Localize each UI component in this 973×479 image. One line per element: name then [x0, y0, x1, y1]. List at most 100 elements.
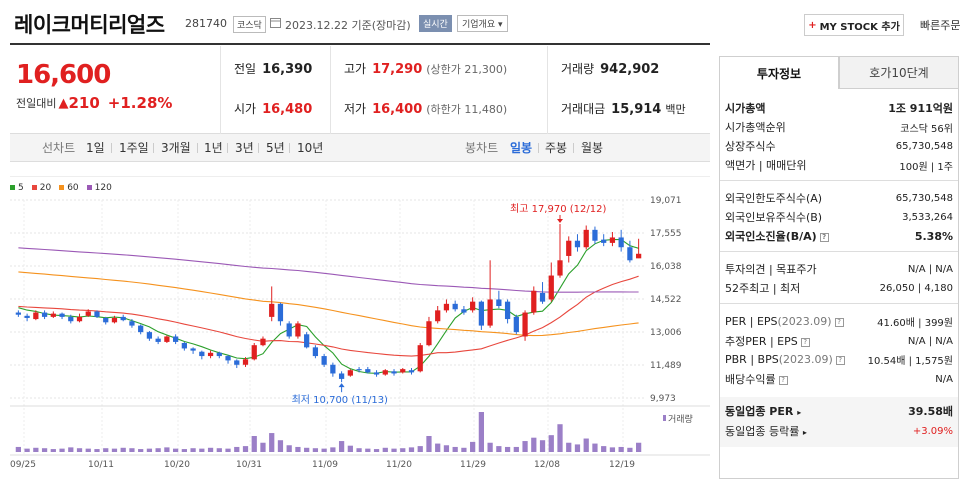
candle-body — [478, 301, 485, 326]
y-tick-label: 9,973 — [650, 394, 676, 404]
candle-monthly[interactable]: 월봉 — [581, 141, 604, 155]
info-row-dividend: 배당수익률? N/A — [725, 371, 953, 387]
period-3m[interactable]: 3개월 — [161, 141, 191, 155]
period-1w[interactable]: 1주일 — [119, 141, 149, 155]
divider — [720, 303, 958, 304]
eps-label: EPS — [756, 315, 778, 328]
info-value: 100원 | 1주 — [899, 161, 953, 173]
candle-body — [15, 312, 21, 315]
volume-bar — [94, 449, 100, 452]
lower-limit: (하한가 11,480) — [426, 103, 508, 116]
x-tick-label: 11/09 — [312, 460, 338, 470]
help-icon[interactable]: ? — [834, 317, 844, 327]
info-key: 외국인한도주식수(A) — [725, 192, 823, 205]
candle-body — [609, 237, 616, 243]
volume-label: 거래량 — [561, 62, 595, 76]
x-tick-label: 09/25 — [10, 460, 36, 470]
price-change: 전일대비 ▲ 210 +1.28% — [16, 94, 172, 112]
candle-body — [391, 371, 397, 374]
help-icon[interactable]: ? — [800, 337, 810, 347]
pbr-period: (2023.09) — [778, 353, 833, 366]
volume-bar — [347, 445, 353, 452]
volume-bar — [382, 447, 388, 452]
period-1y[interactable]: 1년 — [204, 141, 223, 155]
candle-body — [190, 348, 196, 351]
period-3y[interactable]: 3년 — [235, 141, 254, 155]
info-key: PER | EPS(2023.09)? — [725, 315, 844, 328]
volume-bar — [138, 449, 144, 452]
line-chart-label: 선차트 — [42, 141, 76, 155]
company-overview-button[interactable]: 기업개요 ▾ — [457, 15, 508, 32]
help-icon[interactable]: ? — [819, 232, 829, 242]
help-icon[interactable]: ? — [778, 375, 788, 385]
info-row-shares: 상장주식수 65,730,548 — [725, 138, 953, 154]
add-my-stock-button[interactable]: + MY STOCK 추가 — [804, 14, 904, 36]
volume-bar — [574, 444, 581, 452]
high-label: 고가 — [344, 62, 367, 76]
candle-body — [435, 310, 441, 322]
candlestick-chart[interactable]: 19,071 17,555 16,038 14,522 13,006 11,489 9,97… — [10, 176, 710, 479]
volume-bar — [373, 449, 380, 452]
realtime-button[interactable]: 실시간 — [419, 15, 452, 32]
amount-label: 거래대금 — [561, 102, 606, 116]
info-key: 외국인소진율(B/A)? — [725, 228, 829, 244]
info-key-text: 외국인소진율(B/A) — [725, 230, 817, 243]
separator — [258, 143, 259, 153]
info-row-foreign-rate: 외국인소진율(B/A)? 5.38% — [725, 228, 953, 244]
info-key: 52주최고 | 최저 — [725, 282, 801, 295]
volume-bar — [85, 448, 91, 452]
industry-rate-row[interactable]: 동일업종 등락률 ▸ +3.09% — [725, 423, 953, 439]
tab-order-book[interactable]: 호가10단계 — [839, 56, 959, 89]
company-name: 레이크머티리얼즈 — [14, 13, 165, 37]
volume-bar — [443, 445, 450, 452]
candle-body — [373, 372, 380, 375]
help-icon[interactable]: ? — [835, 355, 845, 365]
volume-legend-swatch — [663, 415, 666, 421]
quick-order-link[interactable]: 빠른주문 — [920, 19, 961, 32]
candle-weekly[interactable]: 주봉 — [545, 141, 568, 155]
price-col-1: 전일 16,390 시가 16,480 — [220, 46, 340, 134]
info-row-est-per: 추정PER | EPS? N/A | N/A — [725, 333, 953, 349]
info-value: N/A | N/A — [907, 263, 953, 275]
prev-close-value: 16,390 — [262, 62, 313, 77]
candle-body — [636, 253, 642, 259]
volume-bar — [522, 441, 528, 452]
legend-ma20-label: 20 — [39, 183, 52, 193]
candle-body — [618, 237, 624, 248]
info-key: PBR | BPS(2023.09)? — [725, 353, 845, 366]
volume-bar — [76, 448, 83, 452]
legend-ma60-label: 60 — [67, 183, 79, 193]
candle-body — [59, 313, 65, 317]
candle-body — [574, 240, 581, 248]
add-my-stock-label: MY STOCK 추가 — [819, 21, 900, 33]
industry-per-label: 동일업종 PER — [725, 405, 794, 418]
candle-body — [452, 303, 458, 310]
legend-swatch — [31, 185, 37, 190]
industry-per-row[interactable]: 동일업종 PER ▸ 39.58배 — [725, 403, 953, 419]
volume-bar — [478, 412, 485, 452]
candle-body — [461, 309, 467, 313]
legend-ma120-label: 120 — [94, 183, 112, 193]
tab-investment-info[interactable]: 투자정보 — [719, 56, 839, 89]
candle-body — [85, 311, 91, 316]
candle-body — [408, 370, 415, 373]
candle-body — [592, 229, 598, 241]
period-5y[interactable]: 5년 — [266, 141, 285, 155]
candle-daily[interactable]: 일봉 — [510, 141, 533, 155]
info-value: 65,730,548 — [895, 140, 953, 152]
separator — [538, 143, 539, 153]
per-period: (2023.09) — [777, 315, 832, 328]
info-row-par: 액면가 | 매매단위 100원 | 1주 — [725, 157, 953, 173]
volume-bar — [269, 433, 275, 452]
candle-body — [41, 312, 48, 317]
candle-body — [120, 316, 126, 321]
volume-bar — [356, 448, 362, 452]
candle-body — [199, 351, 205, 357]
candle-body — [330, 364, 336, 374]
y-tick-label: 14,522 — [650, 295, 682, 305]
candle-body — [548, 275, 554, 300]
chevron-down-icon: ▾ — [498, 20, 503, 30]
period-10y[interactable]: 10년 — [297, 141, 324, 155]
period-1d[interactable]: 1일 — [86, 141, 105, 155]
price-summary: 16,600 전일대비 ▲ 210 +1.28% 전일 16,390 시가 16,4… — [10, 46, 710, 134]
